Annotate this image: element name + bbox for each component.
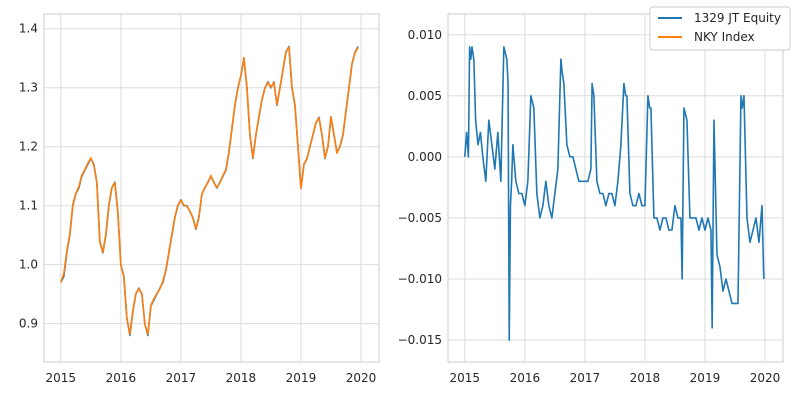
right-x-tick-label-2016: 2016 xyxy=(510,371,541,385)
right-y-tick-labels: 0.010 0.005 0.000 −0.005 −0.010 −0.015 xyxy=(398,28,442,347)
right-series-group xyxy=(464,46,765,341)
left-x-tick-label-2016: 2016 xyxy=(106,371,137,385)
left-y-tick-label-4: 1.3 xyxy=(19,81,38,95)
left-x-tick-label-2020: 2020 xyxy=(346,371,377,385)
left-y-tick-label-1: 1.0 xyxy=(19,258,38,272)
left-plot-background xyxy=(43,13,380,363)
right-x-tick-label-2018: 2018 xyxy=(630,371,661,385)
right-x-tick-label-2015: 2015 xyxy=(450,371,481,385)
right-y-tick-label-5: −0.015 xyxy=(398,333,442,347)
left-y-tick-labels: 0.9 1.0 1.1 1.2 1.3 1.4 xyxy=(19,22,38,331)
right-y-tick-label-0: 0.010 xyxy=(408,28,442,42)
right-x-tick-labels: 2015 2016 2017 2018 2019 2020 xyxy=(450,371,781,385)
left-y-tick-label-5: 1.4 xyxy=(19,22,38,36)
right-series-line-1329-jt-equity xyxy=(464,46,765,341)
right-y-tick-label-3: −0.005 xyxy=(398,211,442,225)
left-x-tick-label-2018: 2018 xyxy=(226,371,257,385)
legend: 1329 JT Equity NKY Index xyxy=(649,6,791,51)
right-x-tick-label-2017: 2017 xyxy=(570,371,601,385)
right-plot-background xyxy=(447,13,784,363)
left-chart-normalized-prices: 0.91.01.11.21.31.4 2015 2016 2017 2018 2019 2… xyxy=(19,13,380,385)
left-x-tick-label-2017: 2017 xyxy=(166,371,197,385)
left-x-tick-label-2015: 2015 xyxy=(46,371,77,385)
left-y-tick-label-2: 1.1 xyxy=(19,199,38,213)
right-x-tick-label-2020: 2020 xyxy=(750,371,781,385)
right-y-tick-label-2: 0.000 xyxy=(408,150,442,164)
right-y-tick-label-4: −0.010 xyxy=(398,272,442,286)
left-x-tick-labels: 2015 2016 2017 2018 2019 2020 xyxy=(46,371,377,385)
right-y-tick-label-1: 0.005 xyxy=(408,89,442,103)
legend-label-1329-jt-equity: 1329 JT Equity xyxy=(694,11,781,25)
left-series-line-nky-index xyxy=(60,46,359,336)
left-x-tick-label-2019: 2019 xyxy=(286,371,317,385)
left-y-tick-label-3: 1.2 xyxy=(19,140,38,154)
legend-box xyxy=(649,6,791,51)
left-series-group xyxy=(60,45,359,337)
left-y-tick-label-0: 0.9 xyxy=(19,317,38,331)
legend-label-nky-index: NKY Index xyxy=(694,30,755,44)
right-x-tick-label-2019: 2019 xyxy=(690,371,721,385)
